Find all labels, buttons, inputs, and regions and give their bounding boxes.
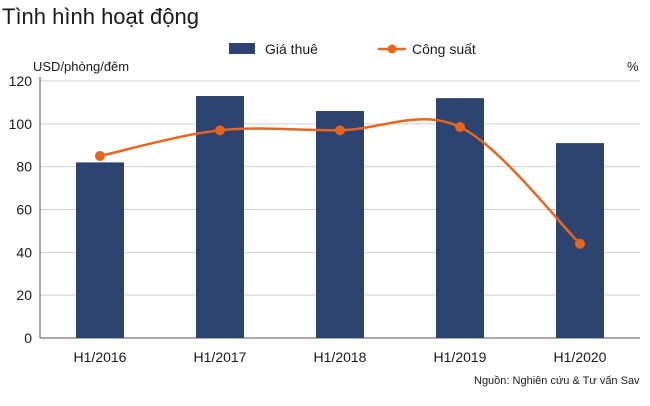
legend-label-bar: Giá thuê [265,41,318,57]
legend-marker-line [387,44,397,54]
x-tick-label: H1/2018 [314,349,367,365]
line-point [215,125,225,136]
line-series [95,118,585,249]
legend-swatch-bar [229,43,255,54]
y-tick-label: 120 [9,73,33,89]
legend-label-line: Công suất [412,41,476,57]
bar [76,162,124,338]
y-tick-label: 100 [9,116,33,132]
y-tick-label: 80 [16,159,32,175]
y-tick-label: 40 [16,244,32,260]
source-note: Nguồn: Nghiên cứu & Tư vấn Sav [474,375,640,387]
axis-labels: 0 20 40 60 80 100 120 H1/2016 H1/2017 H1/2018 H1/2… [9,73,607,365]
bar [196,95,244,338]
x-tick-label: H1/2020 [554,349,607,365]
chart-title: Tình hình hoạt động [2,4,199,29]
y-tick-label: 0 [24,330,32,346]
line-point [455,122,465,133]
y-axis-left-unit: USD/phòng/đêm [33,59,129,74]
line-point [575,238,585,249]
bar [436,98,484,338]
x-tick-label: H1/2019 [434,349,487,365]
x-tick-label: H1/2016 [74,349,127,365]
legend: Giá thuê Công suất [229,41,476,57]
line-path [99,118,581,245]
line-point [335,125,345,136]
y-tick-label: 60 [16,202,32,218]
line-point [95,150,105,161]
y-tick-label: 20 [16,287,32,303]
y-axis-right-unit: % [627,59,639,74]
x-tick-label: H1/2017 [194,349,247,365]
bar [316,110,364,338]
